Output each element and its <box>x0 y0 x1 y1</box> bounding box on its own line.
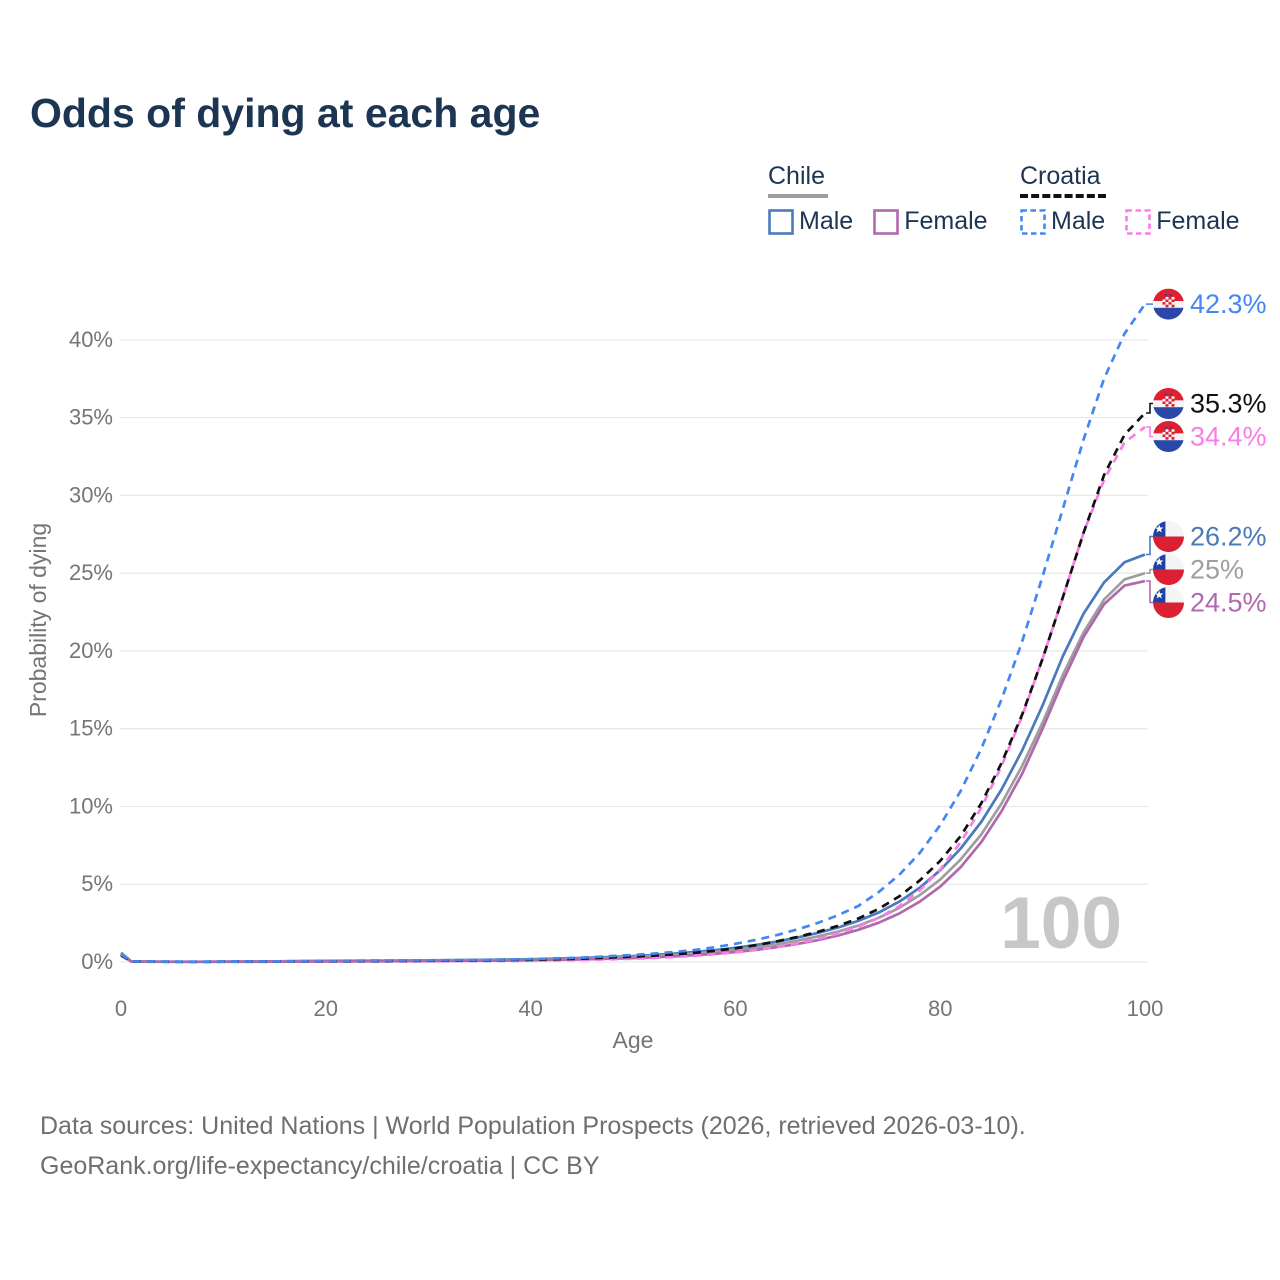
x-tick-label: 60 <box>723 996 747 1021</box>
chile-flag-icon <box>1153 521 1184 552</box>
page-title: Odds of dying at each age <box>30 90 541 136</box>
y-tick-label: 20% <box>69 638 113 663</box>
x-tick-label: 40 <box>518 996 542 1021</box>
footer-attribution-link: GeoRank.org/life-expectancy/chile/croati… <box>40 1152 600 1180</box>
y-tick-label: 15% <box>69 716 113 741</box>
end-value-label-croatia-male: 42.3% <box>1190 289 1267 319</box>
chile-male-swatch-icon <box>768 208 794 235</box>
end-value-label-chile: 25% <box>1190 555 1244 585</box>
x-tick-label: 100 <box>1127 996 1164 1021</box>
label-leader-line <box>1146 580 1153 604</box>
series-line-croatia-female[interactable] <box>120 425 1146 964</box>
croatia-flag-icon <box>1153 388 1184 419</box>
legend-item-croatia-female[interactable]: Female <box>1125 207 1240 236</box>
end-value-label-chile-male: 26.2% <box>1190 522 1267 552</box>
end-value-label-croatia: 35.3% <box>1190 389 1267 419</box>
chile-flag-icon <box>1153 554 1184 585</box>
x-tick-label: 80 <box>928 996 952 1021</box>
series-line-chile-male[interactable] <box>120 553 1146 964</box>
label-leader-line <box>1146 535 1153 556</box>
legend-label-chile-male: Male <box>799 207 854 235</box>
series-line-croatia-male[interactable] <box>120 303 1147 964</box>
y-tick-label: 40% <box>69 327 113 352</box>
chile-female-swatch-icon <box>873 208 899 235</box>
legend-group-chile: Chile Male Female <box>768 162 988 236</box>
legend-label-croatia-female: Female <box>1156 207 1240 235</box>
croatia-female-swatch-icon <box>1125 208 1151 235</box>
age-watermark: 100 <box>1000 883 1122 964</box>
y-tick-label: 35% <box>69 405 113 430</box>
y-tick-label: 10% <box>69 793 113 818</box>
x-tick-label: 0 <box>115 996 127 1021</box>
footer-data-sources: Data sources: United Nations | World Pop… <box>40 1112 1026 1140</box>
croatia-flag-icon <box>1153 288 1184 320</box>
end-value-label-croatia-female: 34.4% <box>1190 422 1267 452</box>
legend-item-chile-male[interactable]: Male <box>768 207 853 236</box>
chile-flag-icon <box>1153 587 1184 618</box>
x-tick-label: 20 <box>314 996 338 1021</box>
croatia-male-swatch-icon <box>1020 208 1046 235</box>
legend-label-chile-female: Female <box>904 207 988 235</box>
y-tick-label: 5% <box>81 871 113 896</box>
legend-croatia-title: Croatia <box>1020 162 1101 190</box>
y-axis-title: Probability of dying <box>25 523 51 717</box>
legend-chile-title: Chile <box>768 162 825 190</box>
croatia-dashed-line-sample <box>1020 194 1106 198</box>
series-line-chile[interactable] <box>120 571 1146 964</box>
y-tick-label: 30% <box>69 482 113 507</box>
series-line-chile-female[interactable] <box>120 579 1146 964</box>
legend-group-croatia: Croatia Male Female <box>1020 162 1240 236</box>
legend-item-chile-female[interactable]: Female <box>873 207 988 236</box>
label-leader-line <box>1146 568 1153 574</box>
chile-solid-line-sample <box>768 194 828 198</box>
x-axis-title: Age <box>613 1027 654 1053</box>
footer: Data sources: United Nations | World Pop… <box>40 1106 1026 1186</box>
y-tick-label: 0% <box>81 949 113 974</box>
croatia-flag-icon <box>1153 421 1184 452</box>
label-leader-line <box>1146 426 1153 438</box>
y-tick-label: 25% <box>69 560 113 585</box>
end-value-label-chile-female: 24.5% <box>1190 588 1267 618</box>
label-leader-line <box>1146 402 1153 414</box>
legend-label-croatia-male: Male <box>1051 207 1106 235</box>
legend-item-croatia-male[interactable]: Male <box>1020 207 1105 236</box>
odds-of-dying-chart[interactable]: 0% 5% 10% 15% 20% 25% 30% 35% 40% 100 0 20 40 60 80 100… <box>0 0 1280 1080</box>
